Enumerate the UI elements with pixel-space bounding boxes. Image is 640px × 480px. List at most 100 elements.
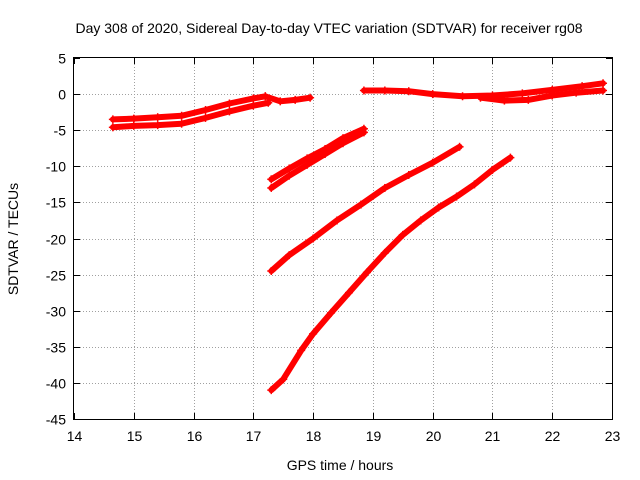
x-tick-label: 19 <box>366 428 382 444</box>
data-point <box>434 203 443 212</box>
series-layer <box>108 79 608 395</box>
data-point <box>380 86 389 95</box>
data-point <box>452 192 461 201</box>
y-tick-label: -30 <box>46 304 66 320</box>
data-point <box>458 92 467 101</box>
data-point <box>488 165 497 174</box>
data-point <box>428 158 437 167</box>
data-point <box>321 150 330 159</box>
data-point <box>129 114 138 123</box>
data-point <box>285 164 294 173</box>
y-tick-label: -45 <box>46 412 66 428</box>
data-point <box>267 175 276 184</box>
y-tick-label: -5 <box>54 123 67 139</box>
y-tick-label: -15 <box>46 195 66 211</box>
data-point <box>416 216 425 225</box>
x-tick-label: 16 <box>187 428 203 444</box>
data-point <box>599 79 608 88</box>
data-point <box>572 88 581 97</box>
data-point <box>261 92 270 101</box>
data-point <box>267 266 276 275</box>
data-point <box>177 119 186 128</box>
series-arc2 <box>262 93 314 105</box>
data-point <box>285 251 294 260</box>
x-tick-label: 15 <box>127 428 143 444</box>
data-point <box>548 91 557 100</box>
data-point <box>359 128 368 137</box>
data-point <box>309 329 318 338</box>
data-point <box>108 123 117 132</box>
x-tick-label: 20 <box>426 428 442 444</box>
x-tick-label: 17 <box>246 428 262 444</box>
data-point <box>380 248 389 257</box>
data-point <box>524 95 533 104</box>
y-tick-label: -20 <box>46 232 66 248</box>
data-point <box>359 86 368 95</box>
data-point <box>518 89 527 98</box>
series-arc6 <box>268 154 514 394</box>
data-point <box>225 107 234 116</box>
data-point <box>339 139 347 148</box>
data-point <box>297 346 306 355</box>
y-tick-label: -10 <box>46 159 66 175</box>
data-point <box>476 93 485 102</box>
data-point <box>129 121 138 130</box>
data-point <box>153 113 162 122</box>
data-point <box>279 375 288 384</box>
data-point <box>428 90 437 99</box>
data-point <box>599 86 608 95</box>
series-arc1-lower <box>109 99 272 131</box>
x-tick-label: 18 <box>306 428 322 444</box>
data-point <box>153 121 162 130</box>
y-tick-label: -35 <box>46 340 66 356</box>
data-point <box>291 95 300 104</box>
x-tick-label: 22 <box>545 428 561 444</box>
label-layer: 14 15 16 17 18 19 20 21 22 23 5 0 -5 -10 -15 -20 -25 -30 -… <box>46 51 621 445</box>
data-point <box>356 200 365 209</box>
y-axis-title: SDTVAR / TECUs <box>5 183 21 295</box>
data-point <box>177 111 186 120</box>
data-point <box>108 115 117 124</box>
data-point <box>267 386 276 395</box>
data-point <box>344 288 353 297</box>
data-point <box>306 93 315 102</box>
x-tick-label: 14 <box>67 428 83 444</box>
tick-layer <box>74 58 613 420</box>
data-point <box>309 234 318 243</box>
data-point <box>404 87 413 96</box>
data-point <box>404 170 413 179</box>
data-point <box>201 113 210 122</box>
y-tick-label: 5 <box>58 51 66 67</box>
data-point <box>327 308 336 317</box>
data-point <box>506 153 515 162</box>
data-point <box>249 101 258 110</box>
y-tick-label: 0 <box>58 87 66 103</box>
y-tick-label: -25 <box>46 268 66 284</box>
data-point <box>500 96 509 105</box>
plot-frame <box>73 57 613 420</box>
data-point <box>455 142 464 151</box>
data-point <box>362 268 371 277</box>
series-arc1-upper <box>109 93 269 123</box>
data-point <box>225 99 234 108</box>
data-point <box>380 183 389 192</box>
x-axis-title: GPS time / hours <box>287 457 394 473</box>
data-point <box>470 180 479 189</box>
x-tick-label: 23 <box>605 428 621 444</box>
data-point <box>201 105 210 114</box>
y-tick-label: -40 <box>46 376 66 392</box>
series-arc3-lower <box>268 129 367 191</box>
data-point <box>249 94 258 103</box>
data-point <box>398 230 407 239</box>
data-point <box>276 97 285 106</box>
chart-title: Day 308 of 2020, Sidereal Day-to-day VTE… <box>75 20 582 36</box>
data-point <box>285 171 294 180</box>
data-point <box>303 160 312 169</box>
grid-layer <box>74 58 612 419</box>
series-arc3-upper <box>268 125 367 183</box>
data-point <box>333 216 342 225</box>
data-point <box>267 183 276 192</box>
series-arc4 <box>360 80 606 100</box>
data-point <box>578 82 587 91</box>
